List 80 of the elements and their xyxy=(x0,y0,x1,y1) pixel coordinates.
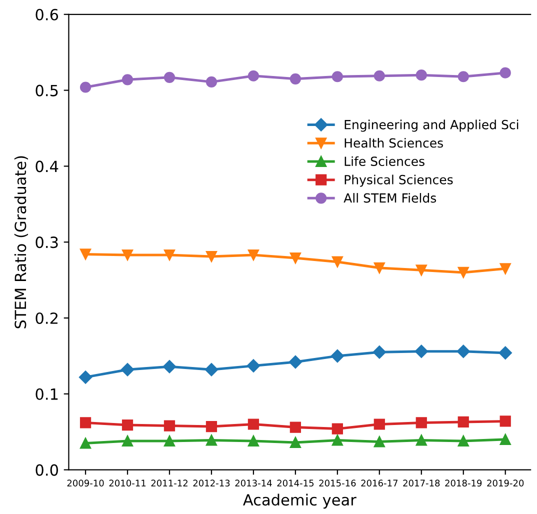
point xyxy=(372,346,386,359)
point xyxy=(500,416,511,427)
legend-label: Physical Sciences xyxy=(344,174,453,187)
point xyxy=(290,252,302,264)
point xyxy=(290,422,302,433)
point xyxy=(122,249,134,261)
point xyxy=(206,434,218,446)
point xyxy=(416,434,427,446)
x-tick-label: 2009-10 xyxy=(67,480,104,487)
y-axis-title: STEM Ratio (Graduate) xyxy=(14,156,28,328)
point xyxy=(164,72,176,83)
y-tick-label: 0.3 xyxy=(36,236,58,248)
x-tick-label: 2011-12 xyxy=(151,480,188,487)
legend-label: All STEM Fields xyxy=(344,193,436,203)
point xyxy=(332,71,343,82)
point xyxy=(290,436,302,448)
point xyxy=(122,74,134,86)
point xyxy=(332,434,343,446)
point xyxy=(80,82,92,93)
y-tick-label: 0.5 xyxy=(36,84,58,96)
point xyxy=(374,436,385,448)
x-tick-label: 2015-16 xyxy=(319,480,356,487)
point xyxy=(206,250,218,262)
point xyxy=(248,435,260,447)
point xyxy=(498,346,512,360)
point xyxy=(162,360,176,374)
x-tick-label: 2014-15 xyxy=(277,480,314,487)
x-tick-label: 2017-18 xyxy=(403,480,440,487)
legend-label: Life Sciences xyxy=(344,156,424,166)
point xyxy=(374,262,385,274)
x-tick-label: 2018-19 xyxy=(445,480,482,487)
point xyxy=(288,355,302,369)
point xyxy=(332,423,343,434)
point xyxy=(248,249,260,261)
point xyxy=(416,264,427,276)
point xyxy=(500,434,511,445)
point xyxy=(120,363,134,376)
y-tick-label: 0.6 xyxy=(36,8,58,20)
point xyxy=(164,435,176,447)
x-tick-label: 2019-20 xyxy=(487,480,524,487)
point xyxy=(122,419,134,431)
point xyxy=(374,418,385,430)
point xyxy=(248,70,260,82)
point xyxy=(374,70,385,82)
legend-label: Health Sciences xyxy=(344,138,443,148)
point xyxy=(500,263,511,274)
point xyxy=(290,73,302,84)
point xyxy=(122,435,134,447)
point xyxy=(416,70,427,81)
point xyxy=(80,438,92,449)
point xyxy=(80,417,92,428)
point xyxy=(458,71,469,82)
point xyxy=(248,418,260,430)
point xyxy=(78,370,92,384)
point xyxy=(164,420,176,432)
y-tick-label: 0.2 xyxy=(36,312,58,324)
point xyxy=(458,416,469,428)
point xyxy=(330,349,344,363)
point xyxy=(206,76,218,88)
x-tick-label: 2016-17 xyxy=(361,480,398,487)
x-axis-title: Academic year xyxy=(243,494,356,509)
point xyxy=(500,67,511,78)
x-tick-label: 2012-13 xyxy=(193,480,230,487)
x-tick-label: 2010-11 xyxy=(109,480,146,487)
legend-label: Engineering and Applied Sci xyxy=(344,120,518,132)
point xyxy=(332,256,343,268)
point xyxy=(458,435,469,447)
y-tick-label: 0.0 xyxy=(36,464,58,476)
point xyxy=(246,359,260,372)
point xyxy=(456,344,470,358)
x-tick-label: 2013-14 xyxy=(235,480,272,487)
point xyxy=(164,249,176,261)
point xyxy=(458,266,469,278)
point xyxy=(204,363,218,376)
point xyxy=(414,344,428,358)
y-tick-label: 0.1 xyxy=(36,388,58,400)
point xyxy=(416,417,427,428)
point xyxy=(206,420,218,432)
point xyxy=(80,248,92,260)
y-tick-label: 0.4 xyxy=(36,160,58,172)
